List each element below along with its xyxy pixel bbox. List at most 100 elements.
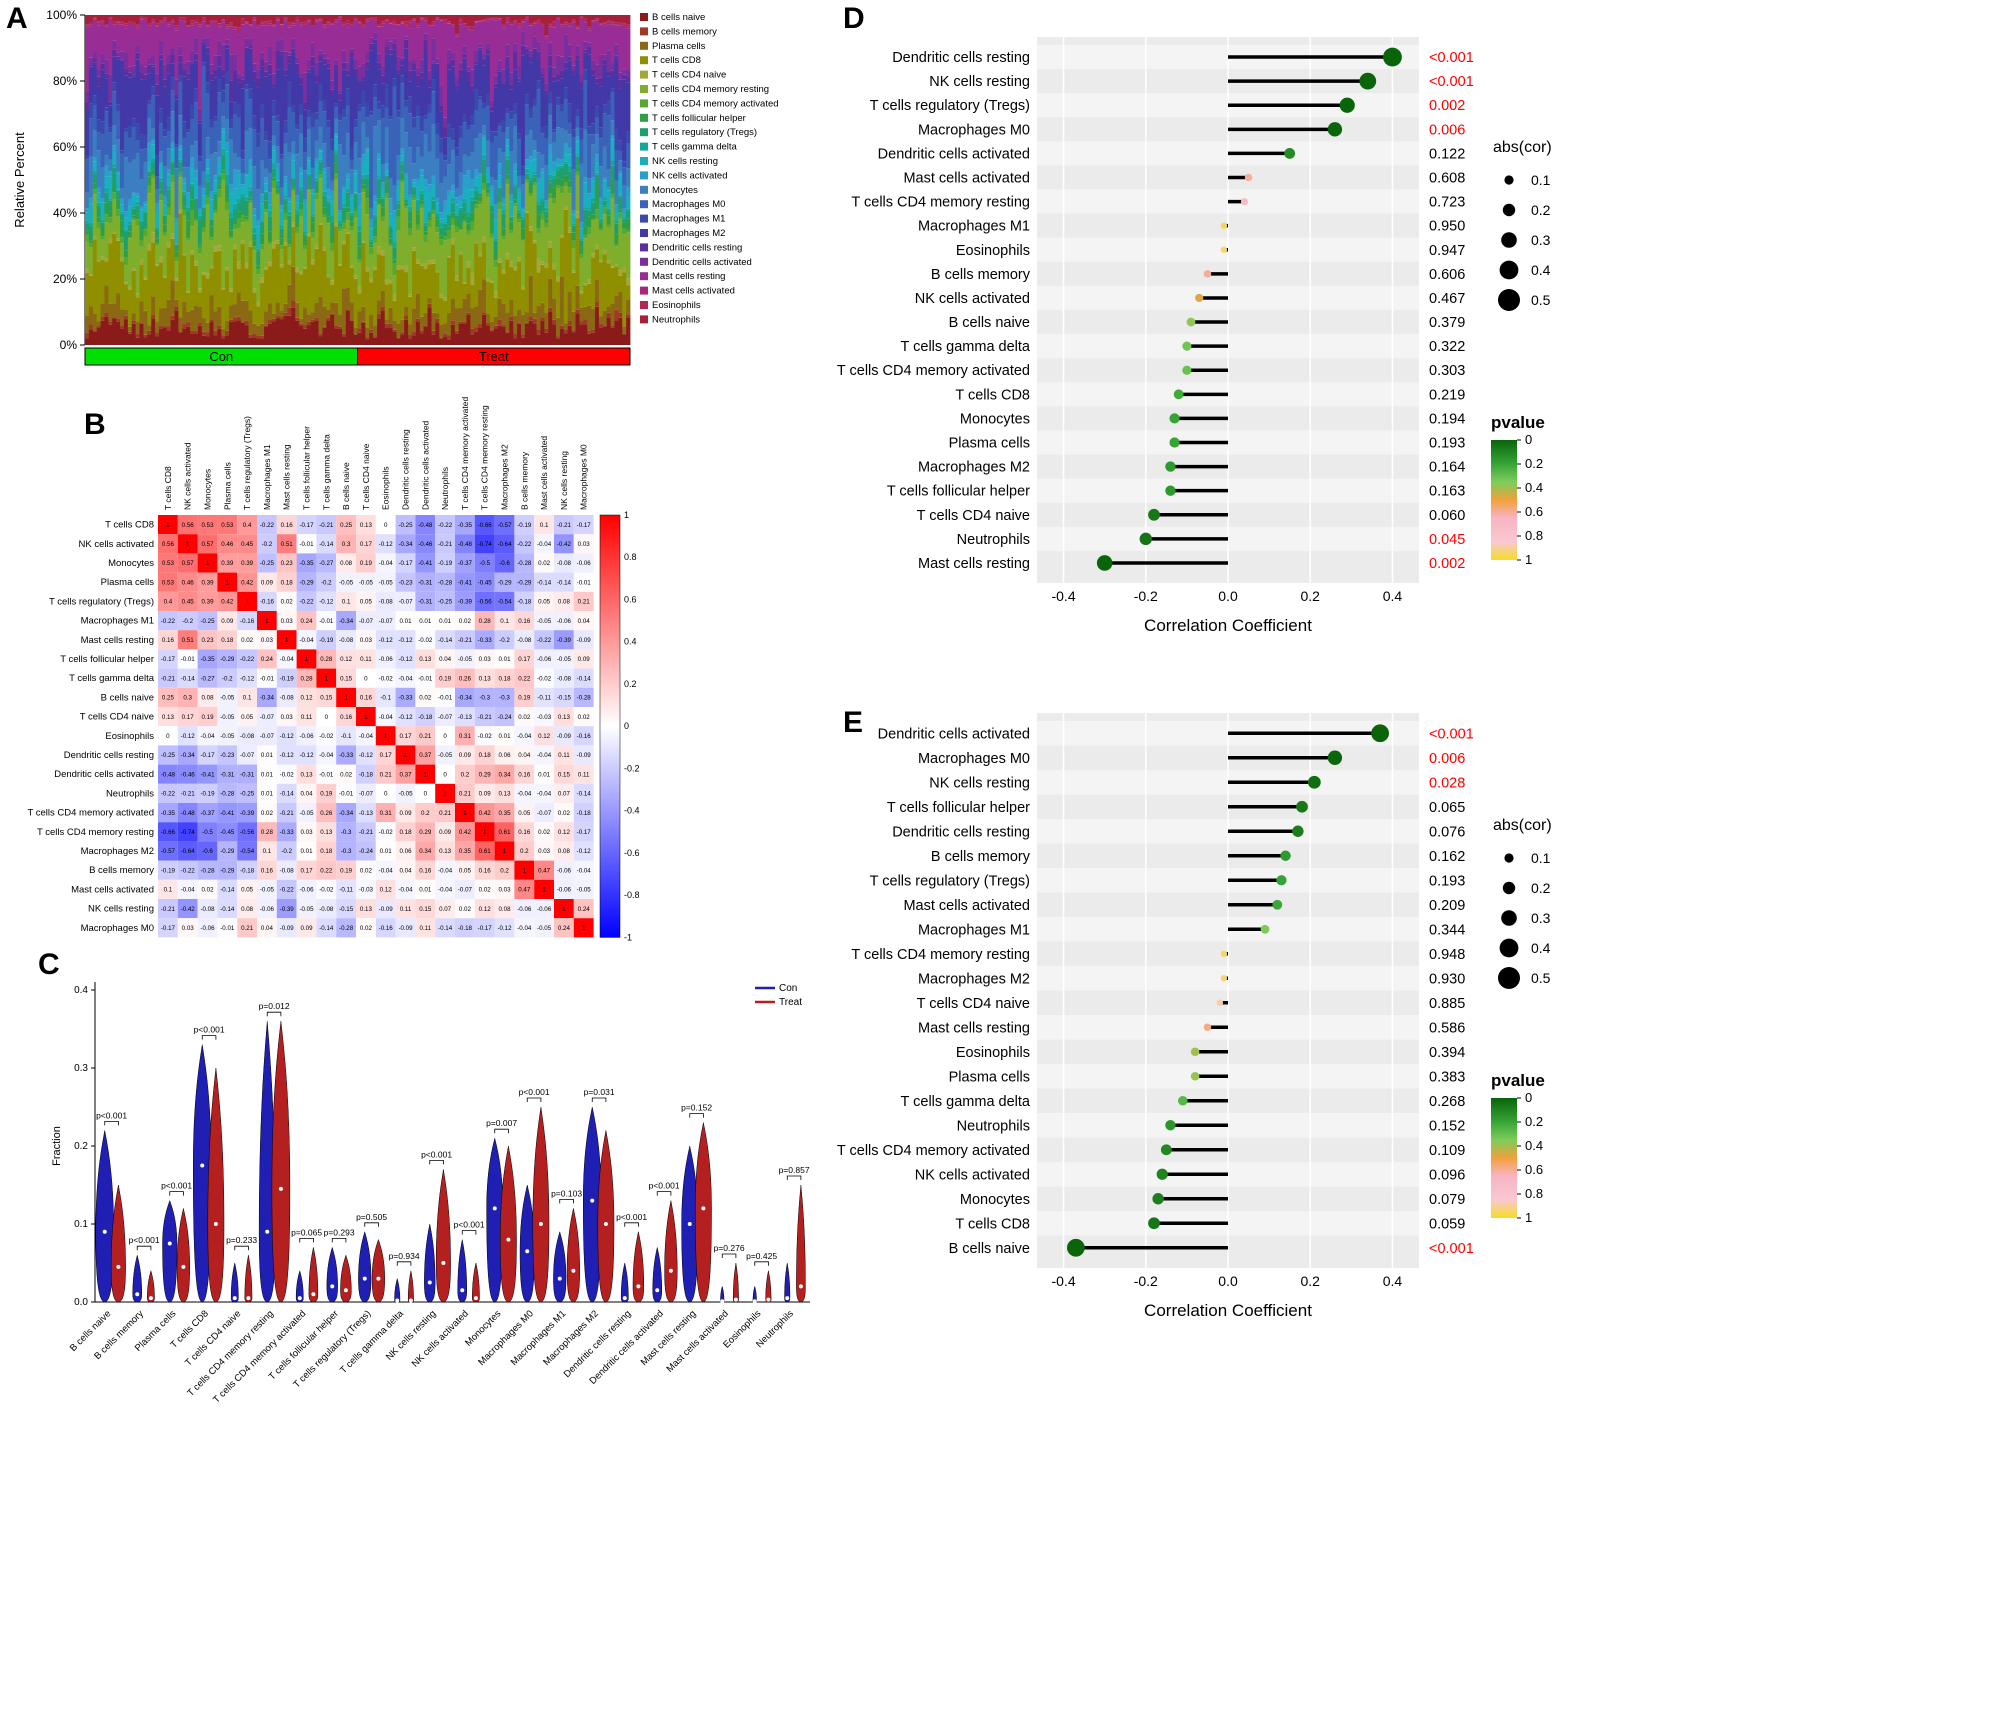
panel-b-correlation-heatmap: T cells CD8 NK cells activated Monocytes Pl… — [27, 397, 640, 943]
bar-segment — [104, 164, 109, 177]
bar-segment — [334, 133, 339, 137]
bar-segment — [217, 189, 222, 198]
bar-segment — [447, 229, 452, 240]
bar-segment — [174, 306, 179, 311]
bar-segment — [404, 199, 409, 203]
bar-segment — [517, 209, 522, 213]
size-legend-dot — [1502, 881, 1516, 895]
bar-segment — [158, 325, 164, 329]
cell-value: 0.13 — [558, 714, 571, 721]
bar-segment — [622, 167, 627, 186]
bar-segment — [295, 16, 300, 21]
bar-segment — [88, 22, 94, 25]
pvalue-bracket — [591, 1097, 607, 1102]
cell-value: -0.15 — [339, 906, 354, 913]
bar-segment — [116, 24, 121, 53]
bar-segment — [591, 144, 596, 178]
bar-segment — [357, 206, 362, 226]
bar-segment — [155, 202, 160, 213]
bar-segment — [626, 131, 631, 144]
bar-segment — [532, 15, 537, 22]
bar-segment — [501, 26, 506, 29]
bar-segment — [466, 26, 471, 28]
bar-segment — [236, 269, 242, 293]
bar-segment — [166, 64, 172, 74]
bar-segment — [353, 15, 358, 18]
lollipop-dot — [1160, 1144, 1172, 1156]
heatmap-cell — [158, 860, 178, 880]
cell-value: -0.29 — [517, 579, 532, 586]
cell-value: -0.14 — [181, 675, 196, 682]
bar-segment — [135, 24, 140, 27]
bar-segment — [536, 330, 541, 335]
cell-value: -0.14 — [280, 791, 295, 798]
violin-median-dot — [441, 1261, 446, 1265]
bar-segment — [248, 337, 253, 345]
bar-segment — [365, 337, 370, 340]
legend-label: NK cells resting — [652, 156, 718, 167]
heatmap-cell — [336, 630, 356, 650]
bar-segment — [345, 212, 351, 221]
bar-segment — [256, 301, 261, 307]
bar-segment — [127, 333, 133, 345]
bar-segment — [112, 317, 117, 319]
bar-segment — [571, 272, 576, 312]
bar-segment — [306, 236, 312, 315]
stacked-bar — [186, 15, 191, 345]
bar-segment — [591, 329, 596, 333]
pvalue-label: p<0.001 — [616, 1212, 647, 1222]
bar-segment — [178, 17, 183, 19]
cell-value: 0.17 — [360, 541, 373, 548]
bar-segment — [485, 15, 491, 19]
bar-segment — [392, 22, 397, 25]
bar-segment — [178, 62, 183, 76]
bar-segment — [279, 15, 284, 25]
bar-segment — [252, 15, 257, 18]
cell-value: 0.02 — [340, 771, 353, 778]
bar-segment — [489, 17, 495, 19]
heatmap-cell — [415, 630, 436, 650]
bar-segment — [275, 240, 281, 244]
bar-segment — [559, 104, 565, 112]
bar-segment — [384, 107, 390, 127]
bar-segment — [622, 326, 627, 334]
stacked-bar — [493, 15, 499, 345]
bar-segment — [229, 193, 234, 214]
bar-segment — [458, 251, 463, 255]
bar-segment — [248, 99, 253, 128]
bar-segment — [85, 338, 90, 345]
bar-segment — [341, 203, 347, 208]
row-label: Macrophages M2 — [918, 460, 1030, 476]
bar-segment — [493, 267, 499, 292]
bar-segment — [295, 210, 300, 215]
bar-segment — [264, 183, 269, 192]
bar-segment — [466, 27, 471, 30]
bar-segment — [275, 318, 281, 345]
heatmap-cell — [177, 553, 198, 573]
cell-value: -0.07 — [398, 599, 413, 606]
bar-segment — [123, 52, 129, 69]
cell-value: 0.13 — [162, 714, 175, 721]
bar-segment — [622, 161, 627, 168]
bar-segment — [299, 73, 304, 78]
bar-segment — [365, 327, 370, 338]
colorbar-tick-label: -0.4 — [624, 806, 640, 816]
bar-segment — [474, 21, 479, 22]
stacked-bar — [322, 15, 327, 345]
pvalue-label: p=0.505 — [356, 1212, 387, 1222]
row-label: T cells gamma delta — [901, 339, 1031, 355]
cell-value: 0.09 — [221, 618, 234, 625]
bar-segment — [147, 25, 152, 29]
cell-value: -0.14 — [220, 906, 235, 913]
bar-segment — [622, 267, 627, 273]
bar-segment — [497, 126, 502, 148]
bar-segment — [158, 328, 164, 345]
bar-segment — [489, 280, 495, 283]
bar-segment — [303, 268, 308, 308]
bar-segment — [587, 305, 592, 331]
bar-segment — [462, 26, 467, 46]
bar-segment — [450, 53, 456, 60]
lollipop-dot — [1220, 950, 1228, 957]
bar-segment — [143, 277, 148, 280]
bar-segment — [443, 300, 448, 324]
